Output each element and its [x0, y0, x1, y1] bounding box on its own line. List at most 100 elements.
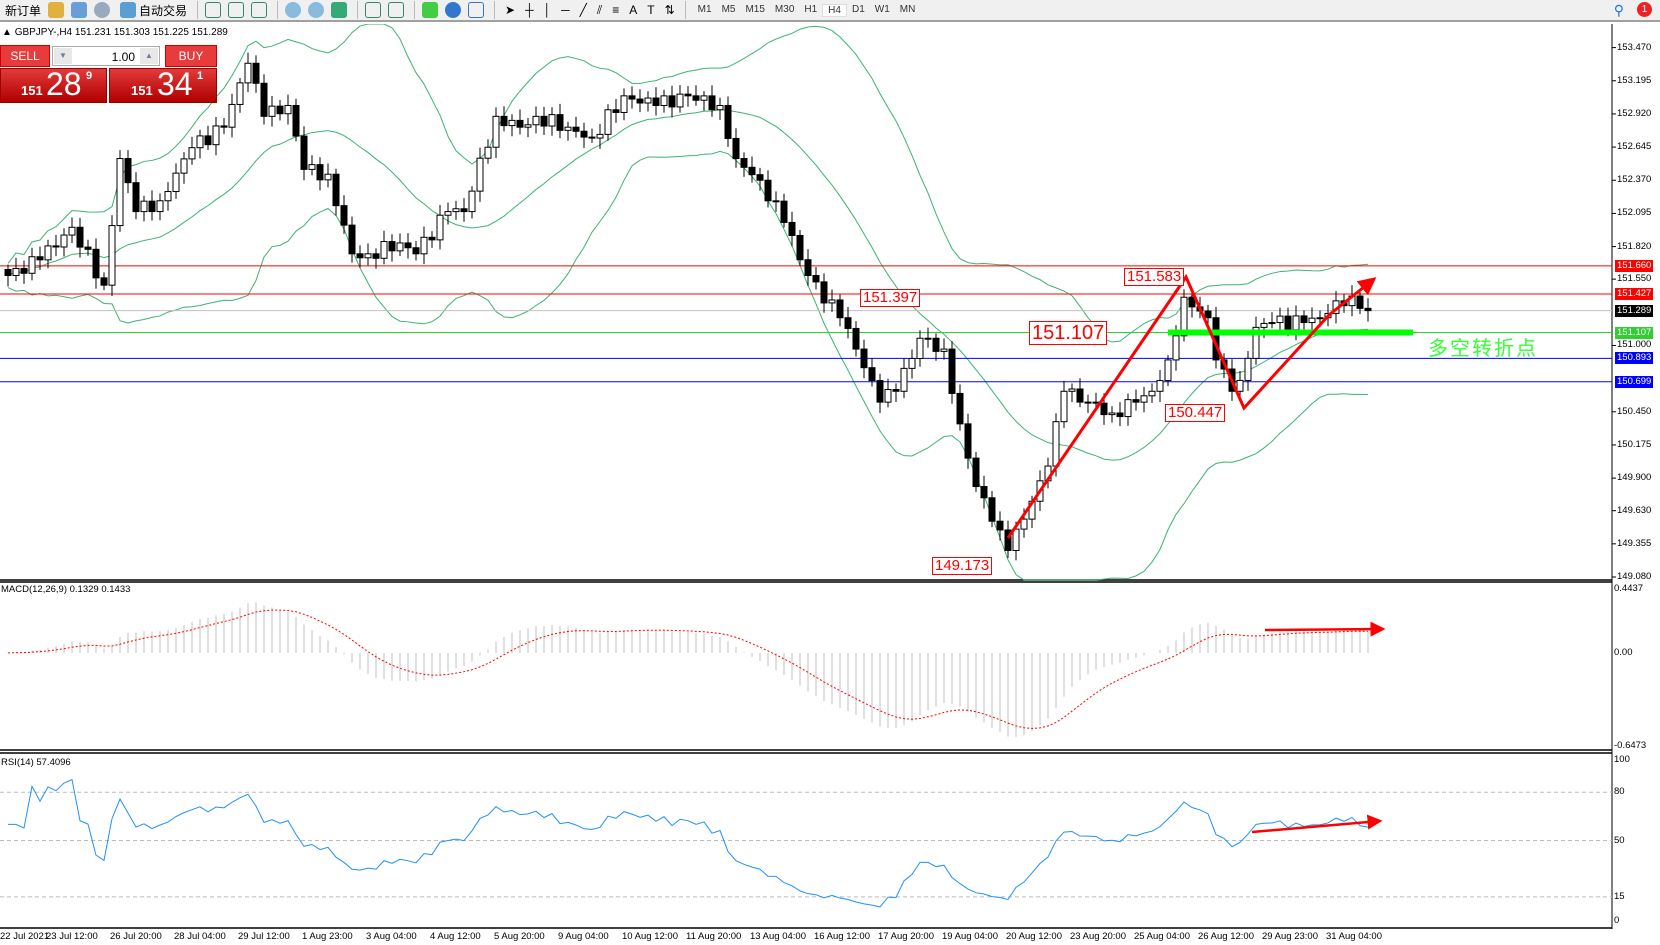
candle [1068, 383, 1076, 403]
bull-candle-body [468, 190, 476, 213]
equidistant-channel-icon[interactable]: ⫽ [596, 2, 603, 17]
candle [100, 272, 108, 291]
bull-candle-body [1060, 390, 1068, 423]
signals-icon[interactable] [94, 2, 111, 18]
bull-candle-body [180, 158, 188, 174]
templates-icon[interactable] [468, 2, 485, 18]
bull-candle-body [420, 236, 428, 255]
bull-candle-body [596, 133, 604, 139]
bull-candle-body [492, 115, 500, 148]
timeframe-h1[interactable]: H1 [804, 3, 818, 15]
vertical-line-icon[interactable]: │ [543, 3, 552, 17]
bar-chart-icon[interactable] [205, 2, 222, 18]
timeframe-h4[interactable]: H4 [822, 3, 847, 17]
auto-trading-label: 自动交易 [139, 3, 188, 18]
text-label-icon[interactable]: T [647, 3, 655, 17]
bear-candle-body [100, 277, 108, 286]
candle [636, 89, 644, 113]
new-order-button[interactable]: 新订单 [2, 0, 44, 20]
buy-price[interactable]: 151 34 1 [109, 66, 217, 103]
candle [652, 87, 660, 116]
bear-candle-body [220, 125, 228, 128]
arrows-icon[interactable]: ⇅ [664, 3, 675, 17]
candle [596, 123, 604, 149]
candle [228, 93, 236, 138]
search-icon[interactable]: ⚲ [1613, 2, 1624, 18]
bull-candle-body [916, 337, 924, 360]
candle [220, 117, 228, 135]
bull-candle-body [1172, 335, 1180, 361]
bear-candle-body [1100, 402, 1108, 416]
bull-candle-body [1156, 380, 1164, 392]
lot-decrease-icon[interactable]: ▼ [54, 48, 72, 64]
sell-price[interactable]: 151 28 9 [0, 66, 107, 103]
time-axis-label: 19 Aug 04:00 [942, 931, 998, 942]
sell-button[interactable]: SELL [0, 45, 50, 67]
notifications-badge[interactable]: 1 [1637, 2, 1652, 17]
tile-windows-icon[interactable] [331, 2, 348, 18]
line-chart-icon[interactable] [251, 2, 268, 18]
chart-canvas[interactable] [0, 24, 1660, 945]
candle [876, 373, 884, 413]
chart-header: ▲ GBPJPY-,H4 151.231 151.303 151.225 151… [2, 27, 228, 38]
bear-candle-body [572, 126, 580, 132]
timeframe-w1[interactable]: W1 [874, 3, 890, 15]
periods-clock-icon[interactable] [445, 2, 462, 18]
cursor-icon[interactable]: ➤ [505, 3, 516, 17]
time-axis-label: 28 Jul 04:00 [174, 931, 226, 942]
time-axis-label: 16 Aug 12:00 [814, 931, 870, 942]
indicators-icon[interactable] [422, 2, 439, 18]
timeframe-m5[interactable]: M5 [721, 3, 736, 15]
buy-button[interactable]: BUY [165, 45, 217, 67]
timeframe-d1[interactable]: D1 [851, 3, 865, 15]
timeframe-m15[interactable]: M15 [745, 3, 765, 15]
time-axis-label: 31 Aug 04:00 [1326, 931, 1382, 942]
candle [68, 217, 76, 243]
text-icon[interactable]: A [629, 3, 638, 17]
auto-scroll-icon[interactable] [365, 2, 382, 18]
bull-candle-body [620, 95, 628, 113]
bull-candle-body [1124, 399, 1132, 418]
bear-candle-body [252, 62, 260, 84]
timeframe-m30[interactable]: M30 [774, 3, 795, 15]
fibonacci-icon[interactable]: ≡ [612, 3, 620, 17]
candle [516, 109, 524, 135]
lot-size-input[interactable]: ▼ 1.00 ▲ [52, 46, 160, 66]
horizontal-line-icon[interactable]: ─ [561, 3, 570, 17]
metaeditor-icon[interactable] [48, 2, 65, 18]
zoom-out-icon[interactable] [308, 2, 325, 18]
candle [404, 233, 412, 259]
lot-increase-icon[interactable]: ▲ [140, 48, 158, 64]
bull-candle-body [12, 268, 20, 277]
time-axis-label: 23 Aug 20:00 [1070, 931, 1126, 942]
candle [524, 118, 532, 138]
candle [116, 150, 124, 232]
trendline-icon[interactable]: ╱ [579, 3, 587, 17]
auto-trading-button[interactable]: 自动交易 [117, 0, 190, 20]
level-label-150699: 150.699 [1615, 375, 1654, 388]
bear-candle-body [892, 389, 900, 392]
rsi-tick-label: 80 [1614, 786, 1625, 798]
chart-shift-icon[interactable] [388, 2, 405, 18]
bear-candle-body [932, 337, 940, 352]
time-axis-label: 3 Aug 04:00 [366, 931, 417, 942]
candle [924, 327, 932, 348]
bear-candle-body [556, 114, 564, 131]
bear-candle-body [708, 95, 716, 111]
bear-candle-body [388, 241, 396, 252]
candle [212, 116, 220, 156]
zoom-in-icon[interactable] [285, 2, 302, 18]
navigator-icon[interactable] [71, 2, 88, 18]
candle [588, 128, 596, 143]
timeframe-m1[interactable]: M1 [697, 3, 712, 15]
candle [580, 122, 588, 148]
bull-candle-body [396, 242, 404, 252]
candlestick-icon[interactable] [228, 2, 245, 18]
candle [972, 451, 980, 492]
bear-candle-body [1284, 315, 1292, 331]
bear-candle-body [756, 174, 764, 181]
crosshair-icon[interactable]: ┼ [525, 3, 534, 17]
bull-candle-body [604, 109, 612, 135]
timeframe-mn[interactable]: MN [899, 3, 916, 15]
bear-candle-body [652, 97, 660, 106]
